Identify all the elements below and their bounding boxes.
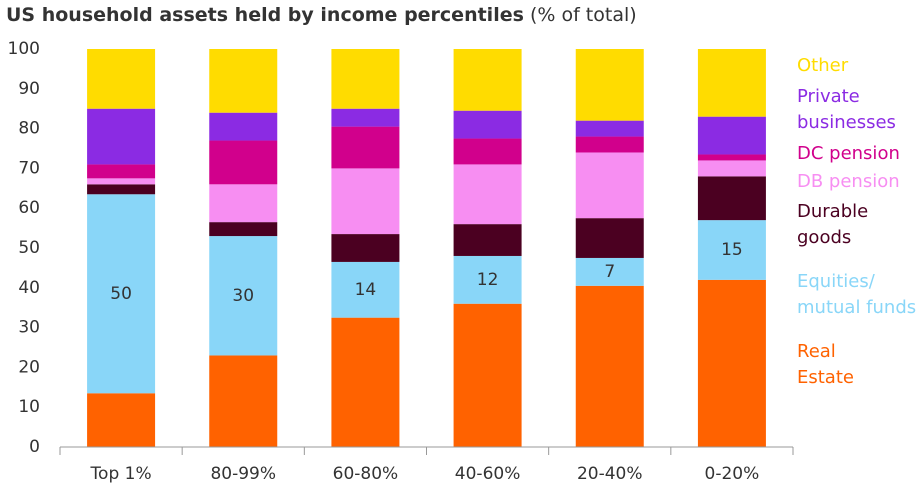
y-tick-label: 20: [18, 357, 40, 377]
title-block: US household assets held by income perce…: [6, 4, 637, 26]
bar-segment: [331, 234, 400, 262]
bar-segment: [87, 184, 156, 195]
chart-title: US household assets held by income perce…: [6, 4, 524, 26]
y-tick-label: 50: [18, 238, 40, 258]
legend-entry: Durable goods: [797, 201, 869, 248]
bar-segment: [453, 224, 522, 256]
bar-segment: [209, 184, 278, 223]
data-label: 15: [721, 240, 743, 260]
chart-subtitle: (% of total): [529, 4, 637, 26]
bar-segment: [209, 222, 278, 237]
bar-segment: [87, 164, 156, 179]
x-tick-label: 0-20%: [705, 464, 760, 484]
data-label: 30: [232, 286, 254, 306]
y-tick-label: 40: [18, 278, 40, 298]
bar-segment: [453, 138, 522, 165]
legend-entry: Equities/ mutual funds: [797, 271, 917, 318]
bar-segment: [575, 218, 644, 258]
x-tick-label: 60-80%: [333, 464, 399, 484]
bar-segment: [575, 136, 644, 153]
y-tick-label: 100: [8, 39, 40, 59]
bar-segment: [209, 355, 278, 447]
legend-entry: Private businesses: [797, 86, 896, 133]
bar-segment: [453, 164, 522, 225]
y-tick-label: 60: [18, 198, 40, 218]
bar-segment: [697, 154, 766, 161]
y-tick-label: 80: [18, 119, 40, 139]
data-label: 12: [477, 270, 499, 290]
bar-segment: [87, 194, 156, 394]
legend-entry: Real Estate: [797, 341, 854, 388]
bar-segment: [697, 116, 766, 155]
bar-segment: [87, 49, 156, 109]
x-tick-label: 40-60%: [455, 464, 521, 484]
bar-segment: [453, 255, 522, 304]
x-tick-label: 20-40%: [577, 464, 643, 484]
bar-segment: [87, 108, 156, 165]
bar-segment: [575, 120, 644, 137]
bar-segment: [331, 126, 400, 169]
x-tick-label: 80-99%: [210, 464, 276, 484]
bar-segment: [697, 160, 766, 177]
y-tick-label: 70: [18, 158, 40, 178]
bar-segment: [575, 257, 644, 286]
bar-segment: [209, 112, 278, 141]
bar-segment: [87, 393, 156, 447]
legend-entry: DB pension: [797, 171, 900, 192]
y-tick-label: 90: [18, 79, 40, 99]
bar-segment: [575, 285, 644, 447]
bar-segment: [331, 49, 400, 109]
y-tick-label: 0: [29, 437, 40, 457]
bar-segment: [209, 49, 278, 113]
y-tick-label: 10: [18, 397, 40, 417]
bar-segment: [453, 49, 522, 111]
legend-entry: Other: [797, 55, 849, 76]
bar-segment: [209, 236, 278, 356]
data-label: 50: [110, 284, 132, 304]
y-tick-label: 30: [18, 318, 40, 338]
x-tick-label: Top 1%: [90, 464, 152, 484]
bar-segment: [697, 220, 766, 280]
bar-segment: [453, 110, 522, 139]
bar-segment: [453, 303, 522, 447]
bar-segment: [331, 317, 400, 447]
bar-segment: [575, 49, 644, 121]
bar-segment: [697, 176, 766, 221]
bar-segment: [87, 178, 156, 185]
bar-segment: [575, 152, 644, 219]
bar-segment: [331, 108, 400, 127]
data-label: 14: [355, 280, 377, 300]
bar-segment: [331, 168, 400, 235]
bar-segment: [697, 49, 766, 117]
bar-segment: [209, 140, 278, 185]
bar-segment: [697, 279, 766, 447]
bar-segment: [331, 261, 400, 318]
legend-entry: DC pension: [797, 143, 900, 164]
data-label: 7: [604, 262, 615, 282]
